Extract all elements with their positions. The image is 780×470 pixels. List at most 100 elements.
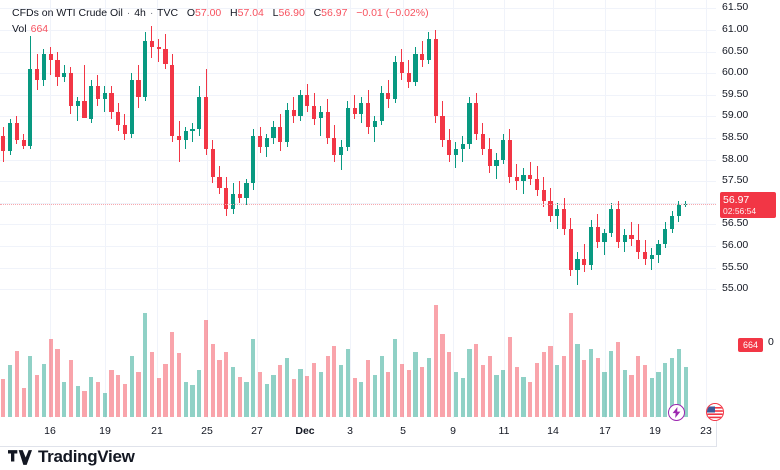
legend-main-row[interactable]: CFDs on WTI Crude Oil · 4h · TVC O57.00 … [12, 6, 429, 21]
candle [440, 0, 445, 418]
volume-bar [487, 355, 492, 417]
volume-bar [453, 372, 459, 417]
candle-body [568, 228, 573, 270]
candle [251, 0, 256, 418]
candle [372, 0, 377, 418]
candle [514, 0, 519, 418]
tradingview-logo-icon [8, 449, 32, 465]
candle-wick [529, 161, 531, 186]
brand-name: TradingView [38, 447, 135, 466]
candle-body [291, 109, 296, 117]
volume-bar [460, 378, 465, 417]
candle-wick [583, 243, 585, 272]
legend-separator-2: · [149, 7, 154, 19]
symbol-name[interactable]: CFDs on WTI Crude Oil [12, 7, 123, 19]
candle-wick [77, 96, 79, 121]
volume-bar [116, 374, 121, 417]
candle-body [183, 131, 188, 141]
candle [82, 0, 87, 418]
legend-separator-1: · [126, 7, 131, 19]
candle [683, 0, 688, 418]
time-tick-label: 11 [498, 425, 510, 437]
volume-legend-row[interactable]: Vol 664 [12, 22, 429, 37]
volume-bar [251, 339, 256, 417]
candle-body [68, 73, 74, 106]
volume-bar [203, 320, 209, 417]
candle-wick [604, 228, 606, 255]
candle-body [102, 92, 107, 100]
volume-bar [548, 346, 553, 417]
candle [55, 0, 60, 418]
gridline-h [0, 181, 716, 183]
candle-body [460, 144, 465, 149]
chart-plot-area[interactable] [0, 0, 717, 419]
candle-body [224, 187, 229, 210]
volume-bar [62, 381, 67, 417]
candle-body [656, 243, 661, 255]
volume-bar [474, 343, 479, 417]
candle [622, 0, 627, 418]
candle-body [528, 174, 533, 179]
candle-body [420, 53, 425, 61]
volume-bar [514, 367, 519, 417]
candle [447, 0, 452, 418]
volume-bar [670, 358, 675, 417]
candle [14, 0, 19, 418]
price-scale[interactable]: 61.50 61.00 60.50 60.00 59.50 59.00 58.50 58.00… [716, 0, 780, 418]
candle [359, 0, 364, 418]
price-tick-label: 56.00 [722, 239, 749, 251]
candle [487, 0, 492, 418]
us-flag-icon[interactable] [706, 403, 724, 421]
gridline-v [605, 0, 606, 418]
price-tick-label: 55.50 [722, 260, 749, 273]
candle-body [28, 68, 33, 146]
candle-wick [455, 142, 457, 169]
volume-bar [440, 334, 445, 417]
candle-wick [644, 239, 646, 266]
candle [588, 0, 594, 418]
candle [28, 0, 33, 418]
volume-bar [305, 375, 310, 417]
candle-wick [83, 64, 85, 113]
volume-bar [271, 374, 276, 417]
volume-bar [447, 352, 452, 417]
volume-bar [345, 348, 350, 417]
candle-body [318, 112, 323, 119]
open-key: O [186, 7, 195, 19]
exchange-label[interactable]: TVC [157, 7, 179, 19]
price-tick-label: 56.50 [722, 217, 749, 230]
volume-bar [568, 313, 573, 417]
volume-bar [588, 348, 594, 417]
candle-body [636, 239, 641, 253]
candle [21, 0, 26, 418]
candle-wick [104, 86, 106, 113]
candle-body [663, 228, 668, 244]
volume-bar [528, 381, 533, 417]
candle [433, 0, 438, 418]
candle-body [75, 101, 80, 106]
candle [318, 0, 323, 418]
candle-body [190, 129, 195, 132]
volume-bar [55, 348, 60, 417]
volume-bar [399, 363, 404, 417]
candle [291, 0, 296, 418]
gridline-h [0, 73, 716, 75]
candle-wick [50, 47, 52, 76]
candle [649, 0, 654, 418]
volume-bar [278, 365, 283, 417]
lightning-bolt-icon[interactable] [668, 404, 685, 421]
candle [582, 0, 587, 418]
open-value: 57.00 [194, 7, 222, 19]
candle-body [149, 40, 155, 48]
interval-label[interactable]: 4h [134, 7, 146, 19]
candle [62, 0, 67, 418]
volume-bar [244, 381, 249, 417]
candle-body [670, 215, 675, 229]
candle [1, 0, 6, 418]
time-scale[interactable]: 16 19 21 25 27 Dec 3 5 9 11 14 17 19 23 [0, 418, 717, 447]
candle [541, 0, 546, 418]
volume-bar [21, 387, 26, 417]
candle-body [298, 94, 303, 117]
gridline-v [706, 0, 707, 418]
candle [170, 0, 175, 418]
